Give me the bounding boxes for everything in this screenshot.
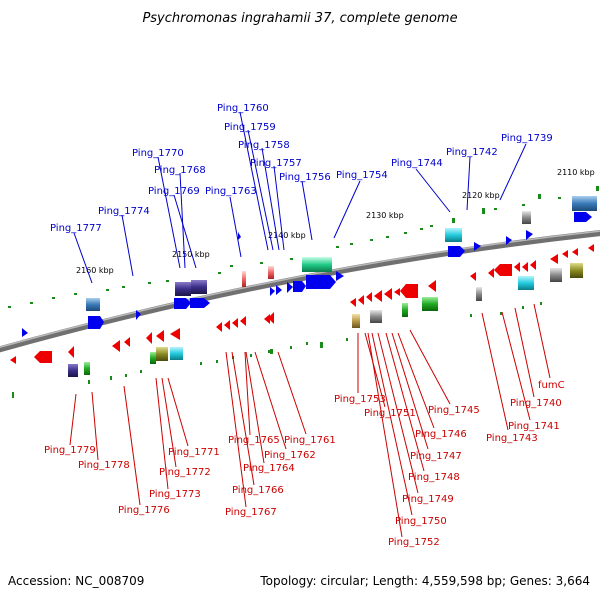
tick-label: 2130 kbp [366, 211, 404, 220]
gene-label: Ping_1763 [205, 186, 257, 197]
gene-label: Ping_1772 [159, 467, 211, 478]
gene-label: Ping_1776 [118, 505, 170, 516]
forward-genes [22, 212, 592, 337]
gene-label: Ping_1779 [44, 445, 96, 456]
gene-label: Ping_1768 [154, 165, 206, 176]
topology-text: Topology: circular; Length: 4,559,598 bp… [260, 574, 590, 588]
gene-label: Ping_1740 [510, 398, 562, 409]
gene-label: Ping_1750 [395, 516, 447, 527]
tick-label: 2160 kbp [76, 266, 114, 275]
gene-label: Ping_1748 [408, 472, 460, 483]
gene-label: Ping_1758 [238, 140, 290, 151]
tick-label: 2150 kbp [172, 250, 210, 259]
gene-label: Ping_1765 [228, 435, 280, 446]
top-leaders [73, 111, 527, 284]
tick-label: 2110 kbp [557, 168, 595, 177]
gene-label: Ping_1760 [217, 103, 269, 114]
gene-label: Ping_1751 [364, 408, 416, 419]
gene-label: Ping_1757 [250, 158, 302, 169]
gene-label: Ping_1752 [388, 537, 440, 548]
gene-label: Ping_1739 [501, 133, 553, 144]
accession-text: Accession: NC_008709 [8, 574, 145, 588]
gene-label: Ping_1744 [391, 158, 443, 169]
bottom-leaders [69, 303, 551, 538]
genome-backbone [0, 230, 600, 353]
gene-label: Ping_1767 [225, 507, 277, 518]
bottom-gene-labels: Ping_1753 Ping_1751 Ping_1745 Ping_1746 … [44, 380, 565, 548]
gene-label: Ping_1770 [132, 148, 184, 159]
gene-label: Ping_1745 [428, 405, 480, 416]
gene-label: Ping_1771 [168, 447, 220, 458]
gene-label: Ping_1756 [279, 172, 331, 183]
gene-label: Ping_1754 [336, 170, 388, 181]
gene-label: Ping_1742 [446, 147, 498, 158]
gene-label: Ping_1762 [264, 450, 316, 461]
gene-label: Ping_1769 [148, 186, 200, 197]
gene-label: Ping_1774 [98, 206, 150, 217]
gene-label: Ping_1759 [224, 122, 276, 133]
tick-label: 2140 kbp [268, 231, 306, 240]
gene-label: fumC [538, 380, 565, 391]
top-gene-labels: Ping_1760 Ping_1759 Ping_1758 Ping_1757 … [50, 103, 553, 234]
gene-label: Ping_1741 [508, 421, 560, 432]
gene-label: Ping_1747 [410, 451, 462, 462]
kbp-ticks: 2160 kbp 2150 kbp 2140 kbp 2130 kbp 2120… [76, 168, 595, 275]
outer-ring-dots [8, 186, 599, 398]
gene-label: Ping_1773 [149, 489, 201, 500]
gene-label: Ping_1746 [415, 429, 467, 440]
gene-label: Ping_1778 [78, 460, 130, 471]
gene-label: Ping_1753 [334, 394, 386, 405]
gene-label: Ping_1749 [402, 494, 454, 505]
reverse-genes [10, 244, 594, 364]
rna-genes [68, 196, 597, 377]
gene-label: Ping_1764 [243, 463, 295, 474]
gene-label: Ping_1766 [232, 485, 284, 496]
map-title: Psychromonas ingrahamii 37, complete gen… [142, 11, 457, 26]
gene-label: Ping_1777 [50, 223, 102, 234]
tick-label: 2120 kbp [462, 191, 500, 200]
gene-label: Ping_1761 [284, 435, 336, 446]
gene-label: Ping_1743 [486, 433, 538, 444]
